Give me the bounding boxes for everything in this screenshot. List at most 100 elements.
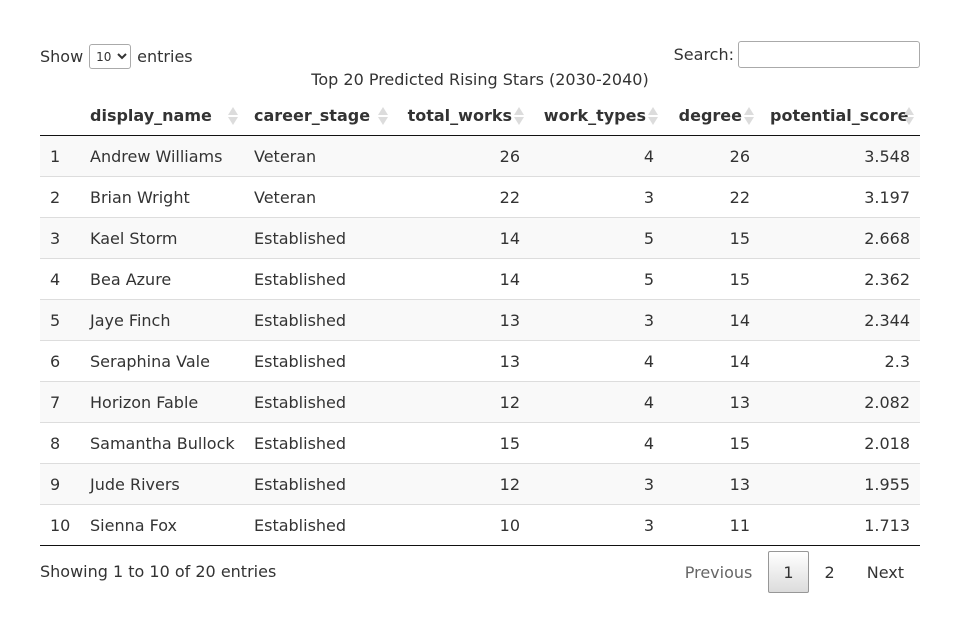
column-header-potential-score[interactable]: potential_score — [760, 96, 920, 136]
cell-potential-score: 3.197 — [760, 176, 920, 218]
cell-display-name: Horizon Fable — [80, 381, 244, 423]
cell-career-stage: Established — [244, 299, 394, 341]
table-row[interactable]: 7 Horizon Fable Established 12 4 13 2.08… — [40, 381, 920, 423]
cell-degree: 22 — [664, 176, 760, 218]
cell-display-name: Kael Storm — [80, 217, 244, 259]
cell-work-types: 3 — [530, 176, 664, 218]
cell-total-works: 10 — [394, 504, 530, 546]
cell-work-types: 3 — [530, 299, 664, 341]
cell-work-types: 3 — [530, 504, 664, 546]
cell-degree: 15 — [664, 422, 760, 464]
cell-work-types: 4 — [530, 381, 664, 423]
entries-per-page-select[interactable]: 10 — [89, 44, 132, 69]
pagination: Previous 1 2 Next — [669, 551, 920, 593]
cell-total-works: 13 — [394, 299, 530, 341]
table-row[interactable]: 6 Seraphina Vale Established 13 4 14 2.3 — [40, 340, 920, 382]
cell-potential-score: 2.668 — [760, 217, 920, 259]
column-header-label: career_stage — [254, 106, 371, 125]
row-index: 5 — [40, 299, 80, 341]
search-control: Search: — [674, 41, 920, 68]
column-header-career-stage[interactable]: career_stage — [244, 96, 394, 136]
cell-display-name: Brian Wright — [80, 176, 244, 218]
cell-total-works: 12 — [394, 381, 530, 423]
cell-total-works: 15 — [394, 422, 530, 464]
cell-potential-score: 2.082 — [760, 381, 920, 423]
cell-work-types: 4 — [530, 422, 664, 464]
cell-career-stage: Established — [244, 504, 394, 546]
show-label: Show — [40, 47, 84, 66]
cell-work-types: 5 — [530, 217, 664, 259]
cell-total-works: 14 — [394, 258, 530, 300]
table-row[interactable]: 4 Bea Azure Established 14 5 15 2.362 — [40, 258, 920, 300]
table-row[interactable]: 9 Jude Rivers Established 12 3 13 1.955 — [40, 463, 920, 505]
cell-potential-score: 2.018 — [760, 422, 920, 464]
cell-work-types: 4 — [530, 340, 664, 382]
cell-work-types: 5 — [530, 258, 664, 300]
column-header-label: display_name — [90, 106, 212, 125]
cell-degree: 13 — [664, 463, 760, 505]
sort-icon — [228, 106, 238, 125]
table-row[interactable]: 5 Jaye Finch Established 13 3 14 2.344 — [40, 299, 920, 341]
entries-length-control: Show 10 entries — [40, 44, 193, 69]
sort-icon — [378, 106, 388, 125]
cell-career-stage: Established — [244, 217, 394, 259]
cell-degree: 14 — [664, 299, 760, 341]
cell-career-stage: Established — [244, 463, 394, 505]
column-header-label: potential_score — [770, 106, 909, 125]
cell-degree: 15 — [664, 217, 760, 259]
table-caption: Top 20 Predicted Rising Stars (2030-2040… — [311, 70, 649, 89]
cell-degree: 15 — [664, 258, 760, 300]
previous-button[interactable]: Previous — [684, 563, 753, 582]
cell-display-name: Jaye Finch — [80, 299, 244, 341]
row-index: 8 — [40, 422, 80, 464]
page-1-button[interactable]: 1 — [768, 551, 809, 593]
table-row[interactable]: 3 Kael Storm Established 14 5 15 2.668 — [40, 217, 920, 259]
cell-total-works: 13 — [394, 340, 530, 382]
cell-display-name: Samantha Bullock — [80, 422, 244, 464]
column-header-index — [40, 96, 80, 136]
cell-degree: 11 — [664, 504, 760, 546]
next-button[interactable]: Next — [866, 563, 904, 582]
cell-career-stage: Veteran — [244, 135, 394, 177]
sort-icon — [744, 106, 754, 125]
cell-potential-score: 1.713 — [760, 504, 920, 546]
cell-display-name: Andrew Williams — [80, 135, 244, 177]
row-index: 6 — [40, 340, 80, 382]
column-header-degree[interactable]: degree — [664, 96, 760, 136]
column-header-total-works[interactable]: total_works — [394, 96, 530, 136]
cell-career-stage: Established — [244, 422, 394, 464]
column-header-work-types[interactable]: work_types — [530, 96, 664, 136]
cell-degree: 26 — [664, 135, 760, 177]
cell-career-stage: Established — [244, 340, 394, 382]
cell-career-stage: Veteran — [244, 176, 394, 218]
table-row[interactable]: 1 Andrew Williams Veteran 26 4 26 3.548 — [40, 135, 920, 177]
search-label: Search: — [673, 45, 734, 64]
row-index: 2 — [40, 176, 80, 218]
cell-display-name: Bea Azure — [80, 258, 244, 300]
cell-total-works: 12 — [394, 463, 530, 505]
cell-career-stage: Established — [244, 381, 394, 423]
cell-total-works: 14 — [394, 217, 530, 259]
row-index: 10 — [40, 504, 80, 546]
cell-work-types: 3 — [530, 463, 664, 505]
cell-potential-score: 1.955 — [760, 463, 920, 505]
header-row: display_name career_stage total_works wo… — [40, 96, 920, 136]
table-controls: Show 10 entries Search: — [40, 40, 920, 70]
page-2-button[interactable]: 2 — [824, 563, 835, 582]
cell-display-name: Seraphina Vale — [80, 340, 244, 382]
cell-potential-score: 2.344 — [760, 299, 920, 341]
sort-icon — [514, 106, 524, 125]
cell-total-works: 26 — [394, 135, 530, 177]
row-index: 1 — [40, 135, 80, 177]
table-row[interactable]: 8 Samantha Bullock Established 15 4 15 2… — [40, 422, 920, 464]
search-input[interactable] — [738, 41, 920, 68]
row-index: 4 — [40, 258, 80, 300]
column-header-display-name[interactable]: display_name — [80, 96, 244, 136]
row-index: 9 — [40, 463, 80, 505]
cell-display-name: Sienna Fox — [80, 504, 244, 546]
row-index: 3 — [40, 217, 80, 259]
table-row[interactable]: 2 Brian Wright Veteran 22 3 22 3.197 — [40, 176, 920, 218]
sort-icon — [904, 106, 914, 125]
column-header-label: degree — [678, 106, 742, 125]
table-row[interactable]: 10 Sienna Fox Established 10 3 11 1.713 — [40, 504, 920, 546]
